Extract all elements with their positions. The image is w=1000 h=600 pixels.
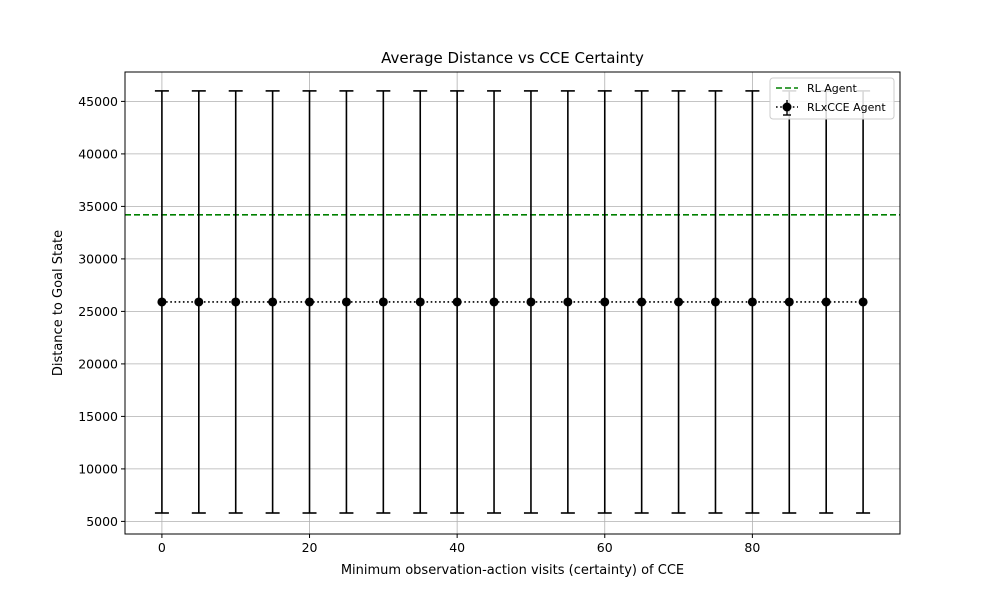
y-tick-label: 15000 (78, 409, 118, 424)
y-tick-label: 45000 (78, 94, 118, 109)
data-point (747, 297, 757, 307)
data-point (637, 297, 647, 307)
data-point (305, 297, 315, 307)
x-tick-label: 40 (449, 540, 465, 555)
series (154, 90, 871, 514)
legend-label-rlxcce-agent: RLxCCE Agent (807, 101, 886, 114)
data-point (563, 297, 573, 307)
data-point (415, 297, 425, 307)
y-tick-label: 40000 (78, 146, 118, 161)
y-tick-label: 25000 (78, 304, 118, 319)
x-axis-label: Minimum observation-action visits (certa… (341, 563, 684, 578)
x-tick-label: 0 (158, 540, 166, 555)
data-point (341, 297, 351, 307)
y-tick-label: 10000 (78, 461, 118, 476)
data-point (378, 297, 388, 307)
data-point (194, 297, 204, 307)
data-point (710, 297, 720, 307)
data-point (858, 297, 868, 307)
data-point (231, 297, 241, 307)
data-point (452, 297, 462, 307)
chart-title: Average Distance vs CCE Certainty (381, 49, 644, 67)
data-point (821, 297, 831, 307)
y-axis-label: Distance to Goal State (51, 230, 66, 376)
legend: RL Agent RLxCCE Agent (769, 77, 895, 120)
data-point (526, 297, 536, 307)
data-point (157, 297, 167, 307)
y-tick-label: 20000 (78, 356, 118, 371)
x-tick-label: 20 (302, 540, 318, 555)
data-point (489, 297, 499, 307)
data-point (784, 297, 794, 307)
plot-frame (124, 71, 901, 535)
x-tick-label: 80 (744, 540, 760, 555)
data-point (674, 297, 684, 307)
legend-label-rl-agent: RL Agent (807, 82, 858, 95)
legend-box (769, 77, 895, 120)
grid (125, 72, 900, 534)
data-point (268, 297, 278, 307)
y-tick-label: 35000 (78, 199, 118, 214)
x-tick-label: 60 (597, 540, 613, 555)
data-point (600, 297, 610, 307)
y-tick-label: 30000 (78, 251, 118, 266)
y-tick-label: 5000 (86, 514, 118, 529)
legend-swatch-marker-rlxcce-agent (782, 102, 792, 112)
axis-ticks: 0 20 40 60 80 5000 10000 15000 20000 25000 30000 35… (78, 94, 760, 555)
